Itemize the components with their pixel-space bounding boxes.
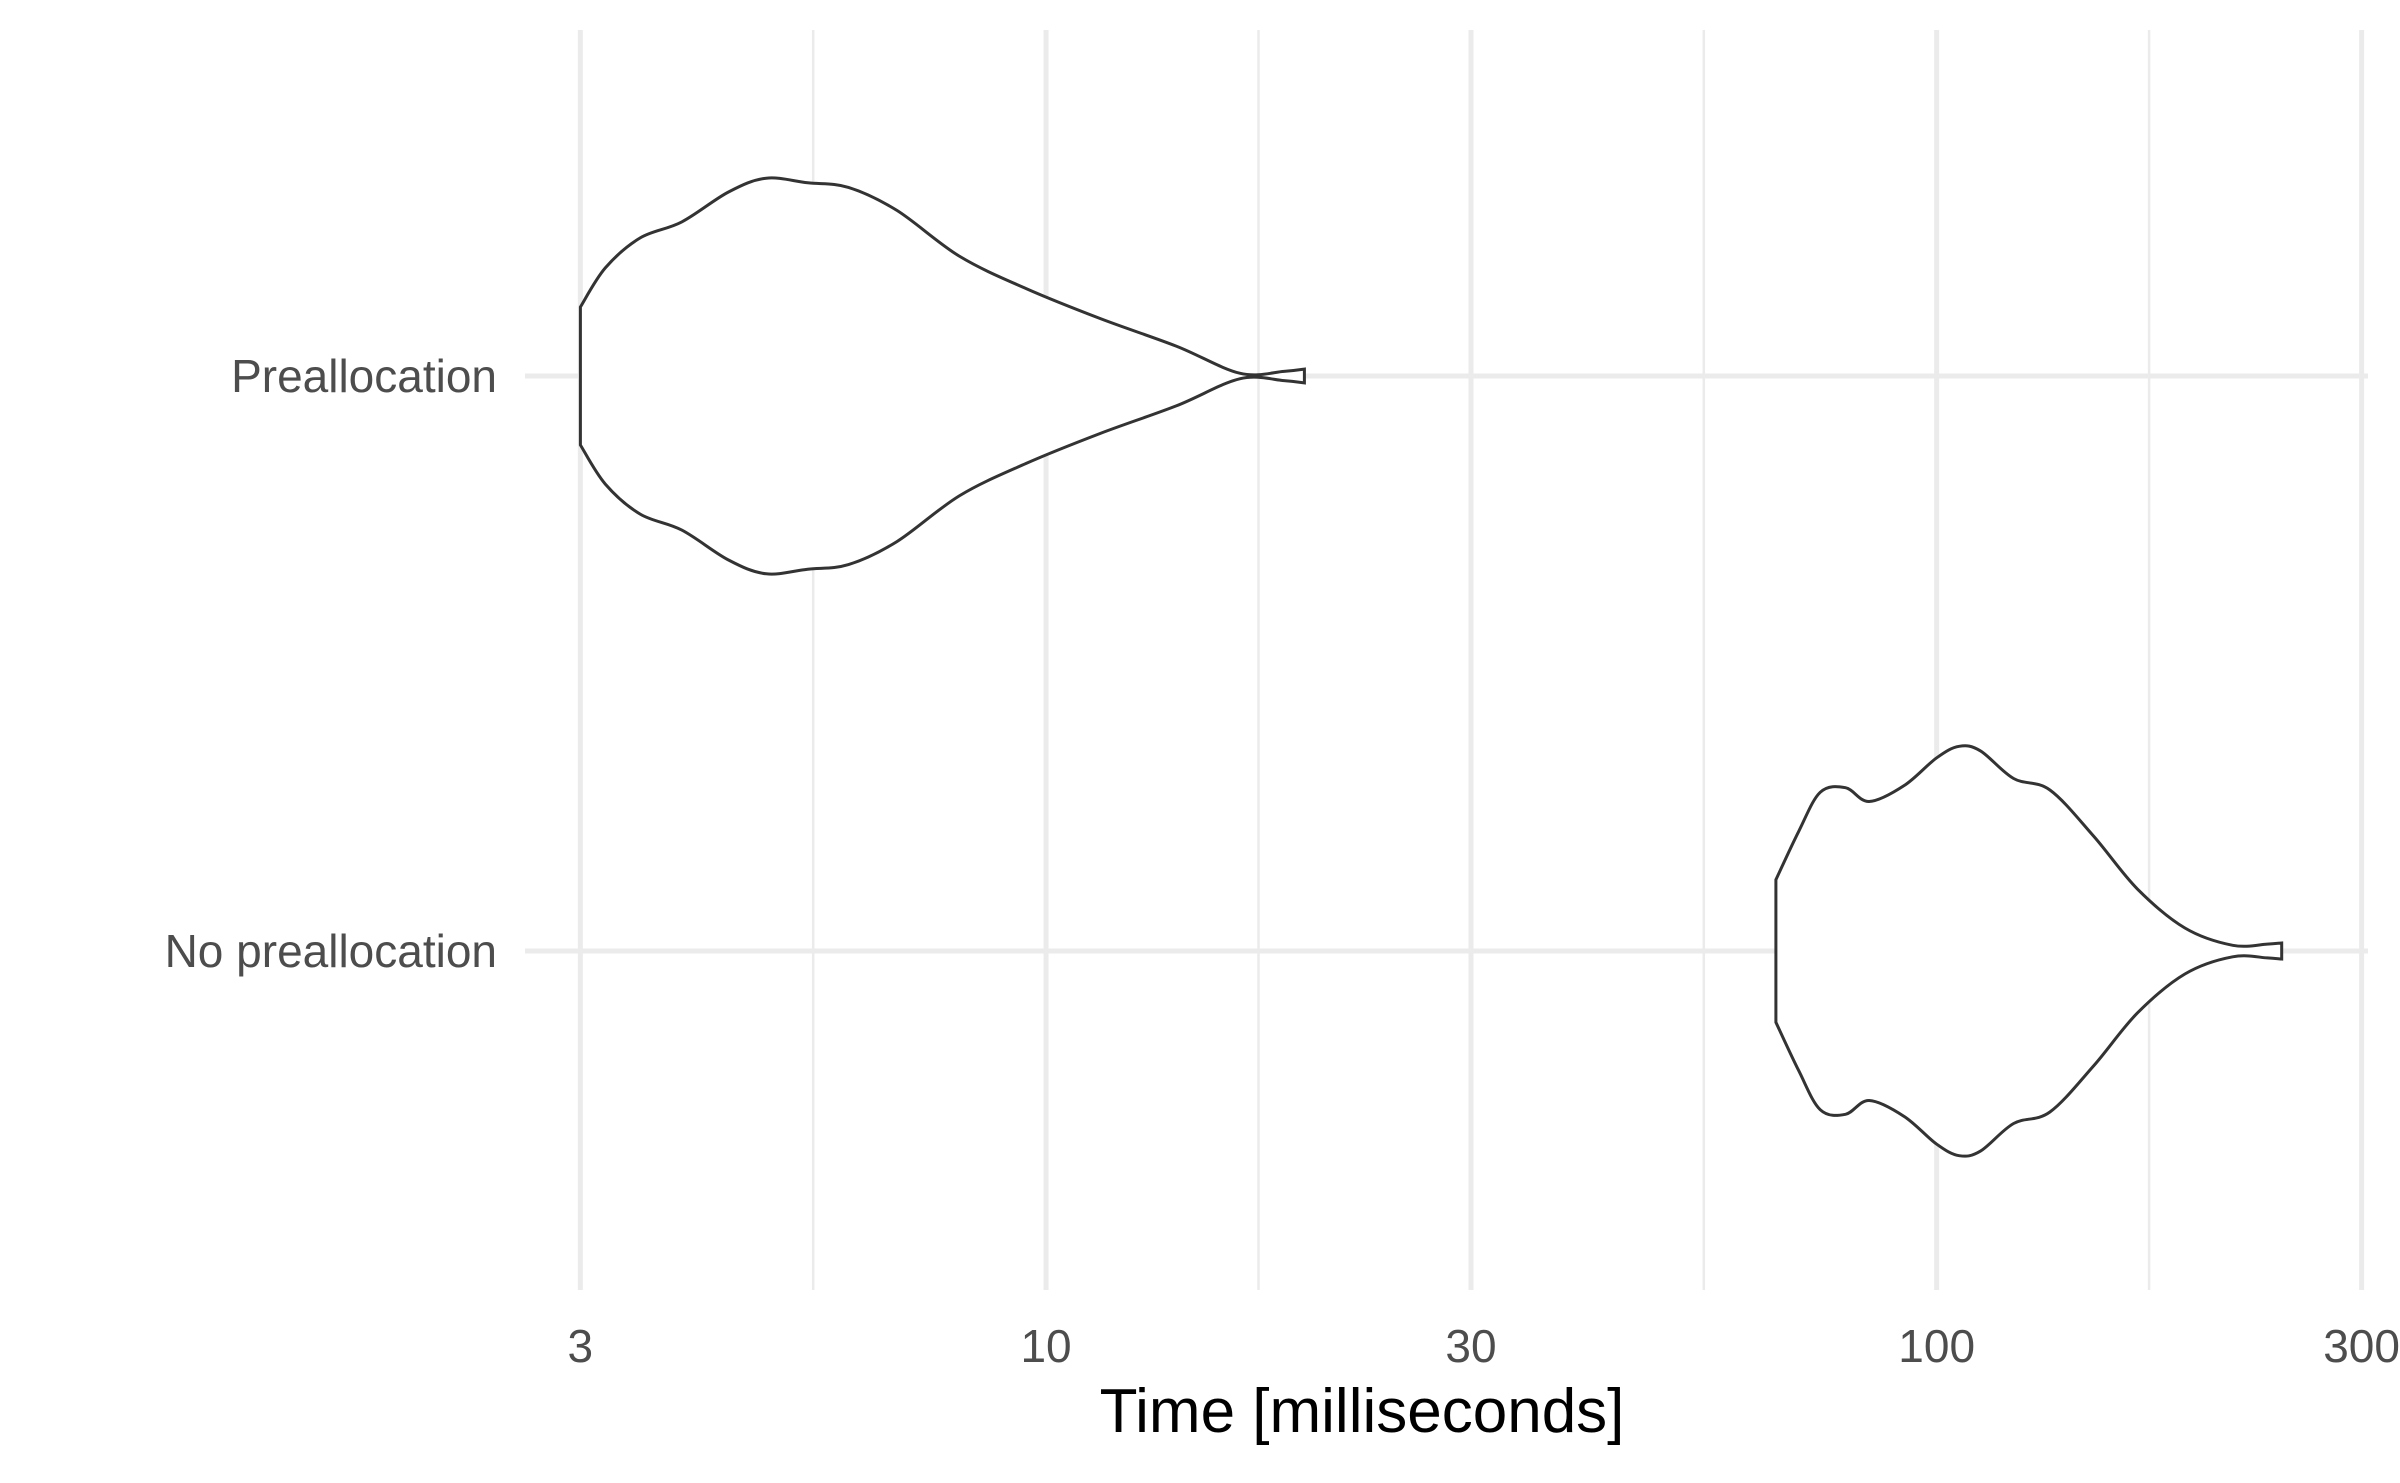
x-tick-label: 3 xyxy=(568,1320,594,1372)
x-tick-label: 10 xyxy=(1020,1320,1071,1372)
x-tick-label: 30 xyxy=(1445,1320,1496,1372)
violin-no-preallocation xyxy=(1774,744,2284,1158)
grid xyxy=(525,30,2368,1290)
y-axis-labels: Preallocation No preallocation xyxy=(165,350,497,977)
violin-preallocation xyxy=(578,176,1306,576)
x-tick-label: 100 xyxy=(1898,1320,1975,1372)
x-axis-labels: 3 10 30 100 300 xyxy=(568,1320,2400,1372)
y-category-label: Preallocation xyxy=(231,350,497,402)
y-category-label: No preallocation xyxy=(165,925,497,977)
violins xyxy=(578,176,2284,1158)
x-axis-title: Time [milliseconds] xyxy=(1100,1377,1625,1446)
x-tick-label: 300 xyxy=(2323,1320,2400,1372)
